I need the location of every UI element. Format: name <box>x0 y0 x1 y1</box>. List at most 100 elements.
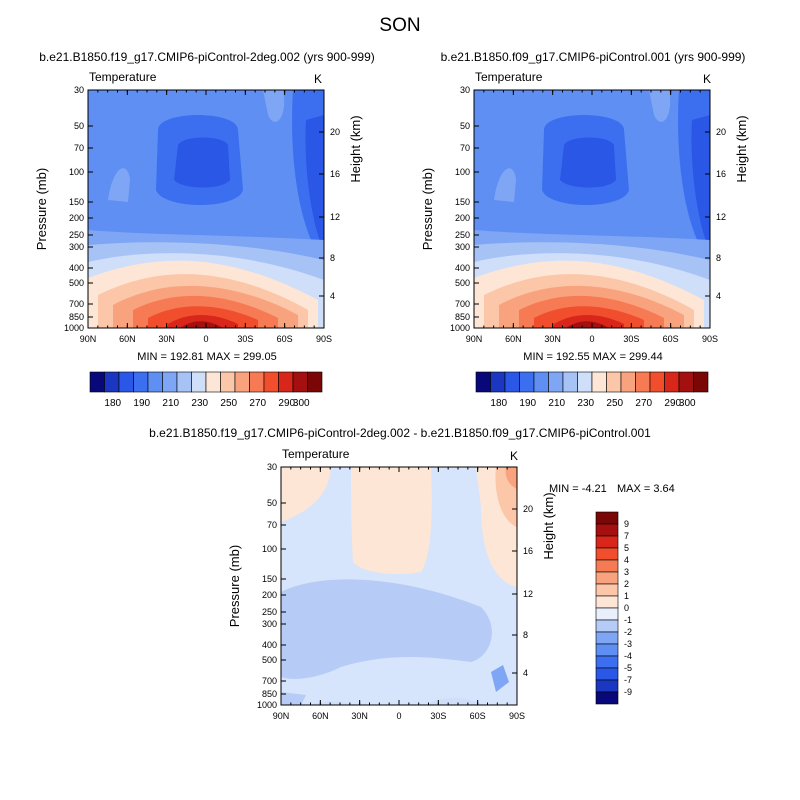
contour-band-300 <box>566 321 609 328</box>
diff-xtick-label: 90S <box>509 711 525 721</box>
contour-band-upper-patch <box>263 90 285 122</box>
left-yrtick-label: 12 <box>330 212 340 222</box>
right-var-label: Temperature <box>475 70 543 84</box>
right-xtick-label: 60S <box>663 334 679 344</box>
right-xtick-label: 30S <box>623 334 639 344</box>
diff-yrtick-label: 16 <box>523 546 533 556</box>
right-xtick-label: 90S <box>702 334 718 344</box>
left-ytick-label: 500 <box>69 278 84 288</box>
diff-ylabel-right: Height (km) <box>541 492 556 559</box>
diff-colorbar: 9 7 5 4 3 2 1 0 -1 -2 -3 -4 -5 -7 -9 <box>595 511 632 705</box>
contour-band-190 <box>560 137 616 188</box>
right-ytick-label: 30 <box>460 85 470 95</box>
diff-ytick-label: 30 <box>267 462 277 472</box>
diff-contour-plot: 90N 60N 30N 0 30S 60S 90S 30 50 70 100 150 200 250 300… <box>227 462 556 721</box>
left-ylabel-right: Height (km) <box>348 115 363 182</box>
left-ytick-label: 400 <box>69 263 84 273</box>
left-yrtick-label: 8 <box>330 253 335 263</box>
right-cbar-label: 300 <box>679 398 696 409</box>
right-ytick-label: 50 <box>460 121 470 131</box>
left-yrtick-label: 4 <box>330 291 335 301</box>
diff-xtick-label: 60S <box>470 711 486 721</box>
left-ylabel: Pressure (mb) <box>34 168 49 250</box>
contour-band-upper-patch <box>649 90 671 122</box>
left-cbar-box <box>176 371 192 393</box>
diff-ytick-label: 50 <box>267 498 277 508</box>
right-xtick-label: 30N <box>544 334 561 344</box>
left-ytick-label: 700 <box>69 299 84 309</box>
left-contour-plot: 90N 60N 30N 0 30S 60S 90S 30 50 70 100 150 200 250 300… <box>34 85 363 344</box>
left-stats: MIN = 192.81 MAX = 299.05 <box>137 351 276 363</box>
right-ytick-label: 200 <box>455 213 470 223</box>
left-xtick-label: 90S <box>316 334 332 344</box>
right-stats: MIN = 192.55 MAX = 299.44 <box>523 351 662 363</box>
right-yrtick-label: 16 <box>716 169 726 179</box>
left-cbar-box <box>205 371 221 393</box>
diff-cbar-label: -2 <box>624 627 632 637</box>
left-cbar-box <box>162 371 178 393</box>
right-cbar-box <box>519 371 535 393</box>
left-ytick-label: 150 <box>69 197 84 207</box>
left-cbar-label: 290 <box>278 398 295 409</box>
diff-cbar-label: 4 <box>624 555 629 565</box>
left-cbar-box <box>278 371 294 393</box>
contour-band-south-colder <box>691 115 710 250</box>
right-ytick-label: 700 <box>455 299 470 309</box>
diff-ytick-label: 250 <box>262 607 277 617</box>
contour-band-north-patch <box>108 168 130 202</box>
left-ytick-label: 30 <box>74 85 84 95</box>
diff-ytick-label: 200 <box>262 590 277 600</box>
diff-stats-min: MIN = -4.21 <box>549 483 607 495</box>
right-cbar-box <box>490 371 506 393</box>
left-cbar-box <box>89 371 105 393</box>
diff-yrtick-label: 12 <box>523 589 533 599</box>
right-unit-label: K <box>703 72 711 86</box>
left-cbar-box <box>292 371 308 393</box>
diff-cbar-box <box>595 619 619 633</box>
contour-diff-pos-south-3 <box>505 467 517 489</box>
right-yrtick-label: 8 <box>716 253 721 263</box>
contour-diff-pos-mid <box>351 467 432 574</box>
left-ytick-label: 50 <box>74 121 84 131</box>
right-cbar-label: 190 <box>519 398 536 409</box>
contour-diff-pos-north <box>281 467 331 522</box>
left-yrtick-label: 20 <box>330 127 340 137</box>
diff-ytick-label: 300 <box>262 619 277 629</box>
diff-yrtick-label: 8 <box>523 630 528 640</box>
right-cbar-box <box>504 371 520 393</box>
left-ytick-label: 850 <box>69 312 84 322</box>
right-cbar-box <box>562 371 578 393</box>
left-xtick-label: 90N <box>80 334 97 344</box>
left-xtick-label: 60N <box>119 334 136 344</box>
contour-diff-neg-patch <box>491 665 509 692</box>
diff-xtick-label: 0 <box>396 711 401 721</box>
diff-cbar-box <box>595 631 619 645</box>
diff-ytick-label: 150 <box>262 574 277 584</box>
diff-xtick-label: 30N <box>351 711 368 721</box>
right-yrtick-label: 12 <box>716 212 726 222</box>
left-xtick-label: 0 <box>203 334 208 344</box>
diff-cbar-label: 9 <box>624 519 629 529</box>
left-ytick-label: 100 <box>69 167 84 177</box>
right-cbar-box <box>693 371 709 393</box>
diff-panel-title: b.e21.B1850.f19_g17.CMIP6-piControl-2deg… <box>149 426 651 440</box>
diff-cbar-label: 1 <box>624 591 629 601</box>
left-xtick-label: 30N <box>158 334 175 344</box>
right-cbar-box <box>606 371 622 393</box>
right-ytick-label: 150 <box>455 197 470 207</box>
diff-cbar-box <box>595 607 619 621</box>
diff-cbar-box <box>595 583 619 597</box>
contour-band-300 <box>180 321 223 328</box>
left-cbar-label: 190 <box>133 398 150 409</box>
left-cbar-box <box>249 371 265 393</box>
diff-cbar-box <box>595 523 619 537</box>
left-cbar-box <box>220 371 236 393</box>
diff-cbar-label: -4 <box>624 651 632 661</box>
left-cbar-box <box>104 371 120 393</box>
left-cbar-label: 270 <box>249 398 266 409</box>
diff-cbar-label: 3 <box>624 567 629 577</box>
right-cbar-box <box>649 371 665 393</box>
diff-cbar-box <box>595 559 619 573</box>
diff-cbar-label: -1 <box>624 615 632 625</box>
